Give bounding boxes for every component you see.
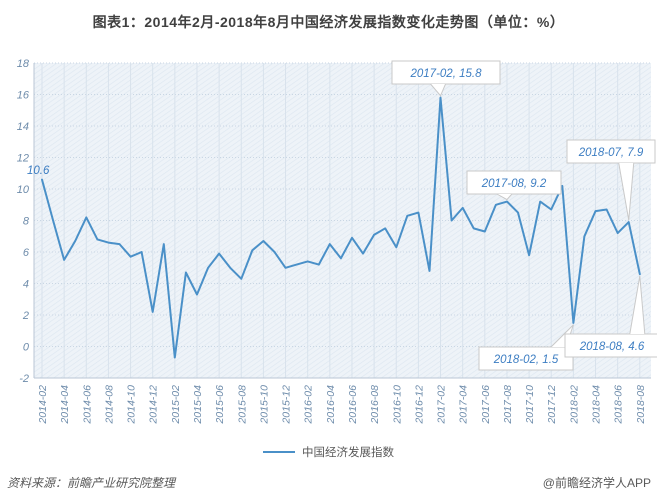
annotation-callout: 2018-02, 1.5 (478, 324, 574, 371)
svg-text:2014-08: 2014-08 (103, 385, 115, 425)
data-label: 10.6 (27, 165, 50, 177)
svg-text:2015-04: 2015-04 (192, 385, 204, 425)
y-axis-tick-labels: -2 0 2 4 6 8 10 12 14 16 18 (17, 58, 30, 385)
svg-text:2017-10: 2017-10 (524, 385, 536, 425)
svg-text:2014-06: 2014-06 (81, 385, 93, 425)
svg-text:6: 6 (23, 247, 30, 259)
svg-text:16: 16 (17, 90, 30, 102)
svg-text:2017-08, 9.2: 2017-08, 9.2 (481, 178, 547, 190)
svg-text:2015-06: 2015-06 (214, 385, 226, 425)
svg-text:2015-08: 2015-08 (236, 385, 248, 425)
source-note: 资料来源：前瞻产业研究院整理 (7, 476, 176, 490)
svg-text:2017-02: 2017-02 (436, 385, 448, 425)
x-axis-tick-labels: 2014-02 2014-04 2014-06 2014-08 2014-10 2014-… (37, 385, 647, 425)
svg-text:2016-06: 2016-06 (347, 385, 359, 425)
svg-text:2018-02, 1.5: 2018-02, 1.5 (493, 354, 559, 366)
annotation-callout: 2018-08, 4.6 (564, 275, 657, 358)
svg-text:12: 12 (17, 153, 29, 165)
plot-area (34, 63, 651, 378)
annotation-callout: 2017-08, 9.2 (466, 170, 562, 201)
svg-text:2018-08, 4.6: 2018-08, 4.6 (579, 341, 645, 353)
svg-text:18: 18 (17, 58, 30, 70)
annotation-callout: 2018-07, 7.9 (566, 139, 656, 221)
svg-text:2015-10: 2015-10 (258, 385, 270, 425)
svg-text:2017-08: 2017-08 (502, 385, 514, 425)
legend-line-marker (263, 451, 295, 453)
svg-text:8: 8 (23, 216, 30, 228)
legend-label: 中国经济发展指数 (302, 447, 394, 459)
svg-text:2015-12: 2015-12 (281, 385, 293, 425)
svg-text:2016-12: 2016-12 (413, 385, 425, 425)
svg-text:14: 14 (17, 121, 29, 133)
svg-text:2018-02: 2018-02 (568, 385, 580, 425)
svg-text:2016-08: 2016-08 (369, 385, 381, 425)
chart-title: 图表1：2014年2月-2018年8月中国经济发展指数变化走势图（单位：%） (92, 14, 565, 30)
svg-text:-2: -2 (19, 373, 29, 385)
svg-text:2015-02: 2015-02 (170, 385, 182, 425)
series-line (41, 96, 641, 359)
svg-text:2017-06: 2017-06 (480, 385, 492, 425)
svg-text:2016-02: 2016-02 (303, 385, 315, 425)
svg-text:2017-04: 2017-04 (458, 385, 470, 425)
svg-text:2014-04: 2014-04 (59, 385, 71, 425)
svg-text:2016-04: 2016-04 (325, 385, 337, 425)
vertical-gridlines (41, 63, 641, 378)
svg-text:0: 0 (23, 342, 30, 354)
legend: 中国经济发展指数 (0, 444, 657, 460)
svg-text:4: 4 (23, 279, 29, 291)
svg-text:2014-12: 2014-12 (148, 385, 160, 425)
svg-text:2017-12: 2017-12 (546, 385, 558, 425)
svg-text:2016-10: 2016-10 (391, 385, 403, 425)
svg-text:10: 10 (17, 184, 30, 196)
svg-text:2018-04: 2018-04 (591, 385, 603, 425)
svg-text:2017-02, 15.8: 2017-02, 15.8 (410, 68, 483, 80)
svg-text:2018-07, 7.9: 2018-07, 7.9 (578, 147, 644, 159)
svg-text:2: 2 (22, 310, 29, 322)
annotation-callout: 2017-02, 15.8 (391, 60, 501, 97)
svg-text:2014-02: 2014-02 (37, 385, 49, 425)
svg-text:2014-10: 2014-10 (126, 385, 138, 425)
footer: 资料来源：前瞻产业研究院整理 @前瞻经济学人APP (0, 474, 657, 491)
svg-text:2018-06: 2018-06 (613, 385, 625, 425)
svg-text:2018-08: 2018-08 (635, 385, 647, 425)
watermark: @前瞻经济学人APP (542, 476, 651, 490)
